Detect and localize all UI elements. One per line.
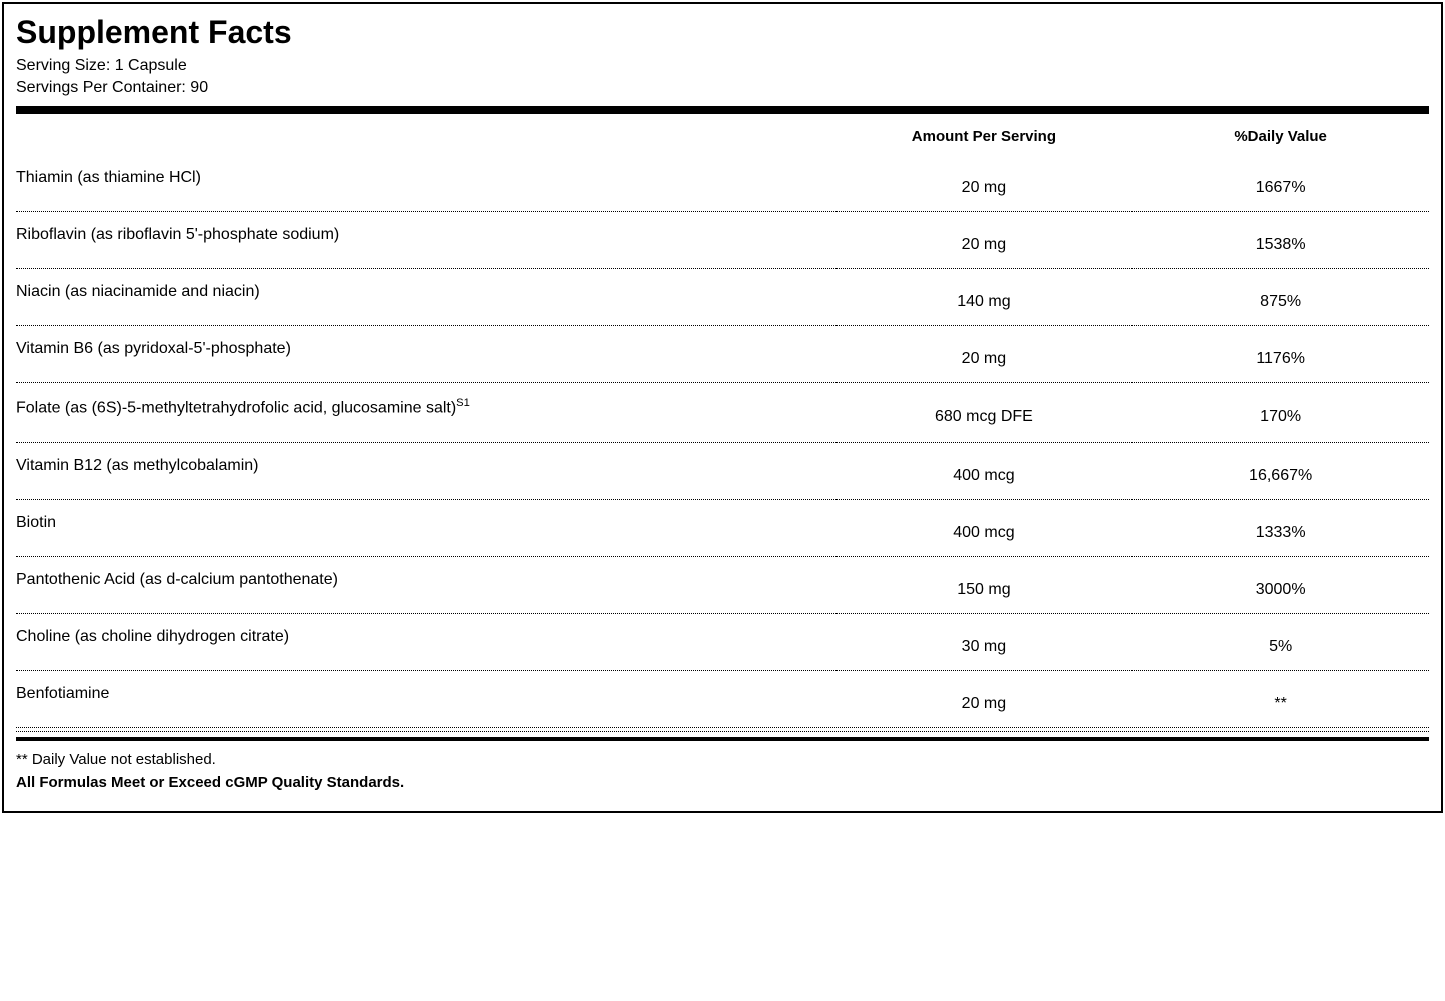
footnote-dv: ** Daily Value not established. <box>16 751 1429 768</box>
ingredient-amount: 20 mg <box>836 212 1133 269</box>
top-thick-rule <box>16 106 1429 114</box>
supplement-facts-panel: Supplement Facts Serving Size: 1 Capsule… <box>2 2 1443 813</box>
col-header-name <box>16 114 836 155</box>
bottom-dotted-rule-2 <box>16 731 1429 735</box>
table-row: Benfotiamine20 mg** <box>16 670 1429 727</box>
col-header-dv: %Daily Value <box>1132 114 1429 155</box>
ingredient-dv: ** <box>1132 670 1429 727</box>
facts-table-body: Thiamin (as thiamine HCl)20 mg1667%Ribof… <box>16 155 1429 726</box>
ingredient-dv: 875% <box>1132 269 1429 326</box>
ingredient-amount: 140 mg <box>836 269 1133 326</box>
table-row: Niacin (as niacinamide and niacin)140 mg… <box>16 269 1429 326</box>
ingredient-dv: 1538% <box>1132 212 1429 269</box>
ingredient-amount: 30 mg <box>836 613 1133 670</box>
ingredient-amount: 20 mg <box>836 670 1133 727</box>
table-row: Biotin400 mcg1333% <box>16 499 1429 556</box>
table-row: Riboflavin (as riboflavin 5'-phosphate s… <box>16 212 1429 269</box>
ingredient-dv: 170% <box>1132 383 1429 442</box>
ingredient-name: Niacin (as niacinamide and niacin) <box>16 269 836 326</box>
ingredient-amount: 20 mg <box>836 155 1133 212</box>
ingredient-dv: 3000% <box>1132 556 1429 613</box>
bottom-solid-rule <box>16 737 1429 741</box>
footnote-quality: All Formulas Meet or Exceed cGMP Quality… <box>16 774 1429 791</box>
panel-title: Supplement Facts <box>16 14 1429 51</box>
table-row: Pantothenic Acid (as d-calcium pantothen… <box>16 556 1429 613</box>
ingredient-amount: 20 mg <box>836 326 1133 383</box>
ingredient-name: Benfotiamine <box>16 670 836 727</box>
ingredient-dv: 1176% <box>1132 326 1429 383</box>
ingredient-name: Folate (as (6S)-5-methyltetrahydrofolic … <box>16 383 836 442</box>
ingredient-amount: 150 mg <box>836 556 1133 613</box>
ingredient-sup: S1 <box>456 397 470 409</box>
ingredient-name: Vitamin B12 (as methylcobalamin) <box>16 442 836 499</box>
ingredient-dv: 1667% <box>1132 155 1429 212</box>
ingredient-name: Biotin <box>16 499 836 556</box>
ingredient-amount: 400 mcg <box>836 499 1133 556</box>
ingredient-name: Vitamin B6 (as pyridoxal-5'-phosphate) <box>16 326 836 383</box>
ingredient-dv: 5% <box>1132 613 1429 670</box>
table-row: Vitamin B12 (as methylcobalamin)400 mcg1… <box>16 442 1429 499</box>
table-row: Vitamin B6 (as pyridoxal-5'-phosphate)20… <box>16 326 1429 383</box>
serving-size: Serving Size: 1 Capsule <box>16 55 1429 77</box>
servings-per-container: Servings Per Container: 90 <box>16 77 1429 99</box>
facts-table: Amount Per Serving %Daily Value Thiamin … <box>16 114 1429 726</box>
ingredient-name: Pantothenic Acid (as d-calcium pantothen… <box>16 556 836 613</box>
facts-table-head: Amount Per Serving %Daily Value <box>16 114 1429 155</box>
ingredient-name: Choline (as choline dihydrogen citrate) <box>16 613 836 670</box>
ingredient-amount: 400 mcg <box>836 442 1133 499</box>
ingredient-amount: 680 mcg DFE <box>836 383 1133 442</box>
ingredient-name: Thiamin (as thiamine HCl) <box>16 155 836 212</box>
ingredient-dv: 1333% <box>1132 499 1429 556</box>
ingredient-dv: 16,667% <box>1132 442 1429 499</box>
table-row: Thiamin (as thiamine HCl)20 mg1667% <box>16 155 1429 212</box>
table-row: Folate (as (6S)-5-methyltetrahydrofolic … <box>16 383 1429 442</box>
table-row: Choline (as choline dihydrogen citrate)3… <box>16 613 1429 670</box>
col-header-amount: Amount Per Serving <box>836 114 1133 155</box>
ingredient-name: Riboflavin (as riboflavin 5'-phosphate s… <box>16 212 836 269</box>
